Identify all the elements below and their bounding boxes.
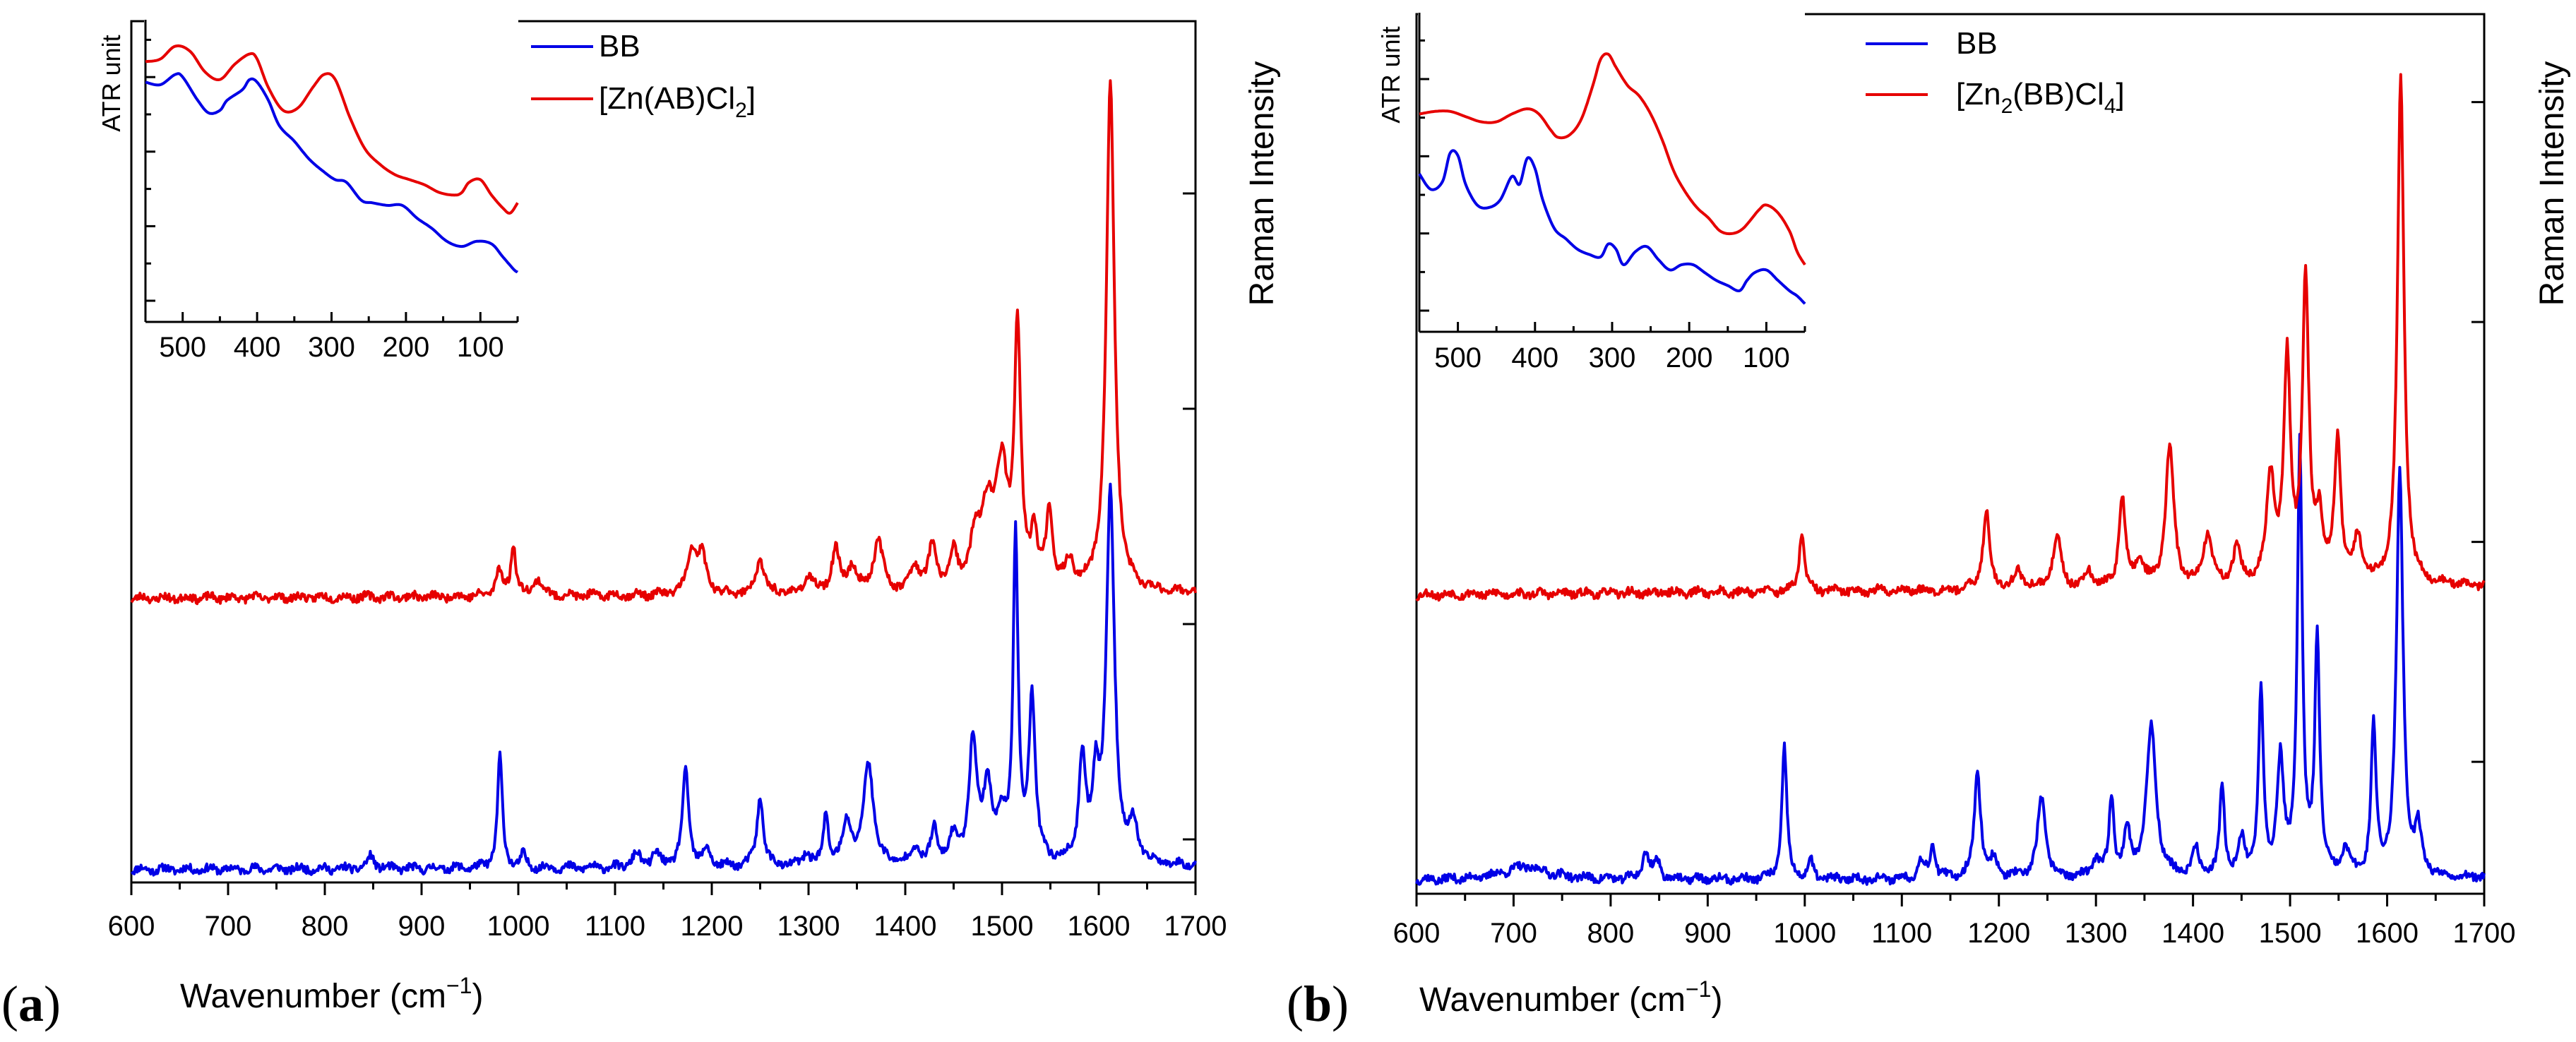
panel-a-inset-x-tick-label: 300	[308, 332, 355, 363]
panel-b-x-tick-label: 900	[1684, 918, 1731, 949]
panel-a-x-ticks	[130, 882, 1197, 895]
panel-a-tag: (a)	[1, 976, 61, 1032]
panel-a-inset-y-axis-title: ATR unit	[97, 35, 126, 131]
panel-b-legend-label-complex: [Zn2(BB)Cl4]	[1956, 77, 2125, 118]
panel-a-y-axis-title: Raman Intensity	[1244, 61, 1281, 306]
panel-b-inset-x-tick-labels: 500 400 300 200 100	[1434, 342, 1790, 373]
panel-a-legend-label-bb: BB	[599, 29, 640, 64]
panel-a-x-tick-label: 1300	[777, 911, 840, 942]
panel-b-y-axis-title: Raman Intensity	[2534, 61, 2571, 306]
panel-a-x-tick-label: 1400	[874, 911, 937, 942]
panel-b-series-bb-line	[1415, 433, 2486, 886]
panel-b-x-tick-label: 600	[1393, 918, 1441, 949]
panel-a-inset-y-ticks	[145, 38, 155, 302]
panel-b-inset-background	[1418, 13, 1805, 332]
panel-a-inset-x-tick-label: 100	[457, 332, 504, 363]
panel-b-x-tick-label: 1100	[1871, 918, 1932, 949]
panel-a-x-tick-label: 1000	[487, 911, 550, 942]
panel-b-inset-series-bb-line	[1418, 149, 1806, 305]
panel-a-inset-x-tick-labels: 500 400 300 200 100	[159, 332, 503, 363]
panel-b-inset-y-ticks	[1419, 39, 1429, 312]
panel-b-x-tick-label: 1000	[1773, 918, 1836, 949]
panel-a-x-tick-label: 900	[398, 911, 446, 942]
panel-a-legend: BB [Zn(AB)Cl2]	[531, 29, 756, 122]
panel-b-x-tick-label: 1300	[2065, 918, 2128, 949]
panel-a-series-complex-line	[130, 79, 1197, 606]
panel-b-x-tick-label: 1600	[2356, 918, 2419, 949]
panel-a-x-axis-title: Wavenumber (cm−1)	[180, 973, 483, 1015]
panel-b-inset-x-tick-label: 500	[1434, 342, 1481, 373]
panel-a-legend-label-complex: [Zn(AB)Cl2]	[599, 81, 756, 122]
panel-b-x-tick-labels: 600 700 800 900 1000 1100 1200 1300 1400 1500 1600…	[1393, 918, 2516, 949]
panel-b-x-tick-label: 1700	[2453, 918, 2516, 949]
panel-b-inset-x-tick-label: 300	[1589, 342, 1636, 373]
panel-a-x-tick-label: 1500	[971, 911, 1034, 942]
panel-a-x-tick-label: 1700	[1164, 911, 1227, 942]
panel-a-inset-series-bb-line	[145, 72, 519, 274]
panel-a-x-tick-label: 600	[108, 911, 155, 942]
panel-a-x-tick-label: 800	[302, 911, 349, 942]
panel-b-inset-x-tick-label: 100	[1743, 342, 1790, 373]
panel-b-series-complex-line	[1415, 73, 2486, 602]
panel-b-tag: (b)	[1287, 976, 1349, 1032]
panel-b-inset-y-axis-title: ATR unit	[1376, 26, 1405, 123]
panel-b-x-tick-label: 1400	[2161, 918, 2224, 949]
panel-a-inset-x-tick-label: 500	[159, 332, 206, 363]
panel-b-inset-x-tick-label: 200	[1666, 342, 1713, 373]
panel-b-x-tick-label: 800	[1587, 918, 1635, 949]
panel-b-x-tick-label: 1500	[2259, 918, 2322, 949]
panel-b-inset-x-ticks	[1457, 322, 1806, 332]
panel-a-inset-series-complex-line	[145, 44, 519, 215]
panel-b-inset: 500 400 300 200 100 ATR unit	[1376, 13, 1806, 373]
panel-b-right-ticks	[2471, 101, 2484, 763]
panel-b-legend: BB [Zn2(BB)Cl4]	[1866, 26, 2125, 118]
panel-a-x-tick-label: 1600	[1068, 911, 1131, 942]
panel-b: 600 700 800 900 1000 1100 1200 1300 1400 1500 1600…	[1287, 13, 2571, 1032]
panel-b-inset-series-complex-line	[1419, 52, 1806, 266]
panel-b-inset-x-tick-label: 400	[1511, 342, 1558, 373]
panel-b-x-tick-label: 1200	[1967, 918, 2030, 949]
panel-b-x-axis-title: Wavenumber (cm−1)	[1419, 976, 1722, 1019]
panel-b-x-ticks	[1415, 894, 2486, 906]
panel-a-x-tick-labels: 600 700 800 900 1000 1100 1200 1300 1400 1500 1600…	[108, 911, 1227, 942]
panel-a-inset-x-tick-label: 400	[234, 332, 281, 363]
panel-a-right-ticks	[1183, 192, 1195, 841]
panel-a-x-tick-label: 1200	[681, 911, 744, 942]
panel-a-inset-background	[144, 20, 518, 323]
panel-b-legend-label-bb: BB	[1956, 26, 1998, 61]
panel-a-series-bb-line	[131, 482, 1197, 877]
panel-a-inset-x-tick-label: 200	[383, 332, 430, 363]
panel-a-x-tick-label: 1100	[585, 911, 645, 942]
panel-a-inset: 500 400 300 200 100 ATR unit	[97, 20, 519, 363]
panel-a: 600 700 800 900 1000 1100 1200 1300 1400 1500 1600…	[1, 20, 1281, 1032]
panel-b-x-tick-label: 700	[1490, 918, 1537, 949]
panel-a-x-tick-label: 700	[205, 911, 252, 942]
panel-a-inset-x-ticks	[181, 312, 519, 322]
